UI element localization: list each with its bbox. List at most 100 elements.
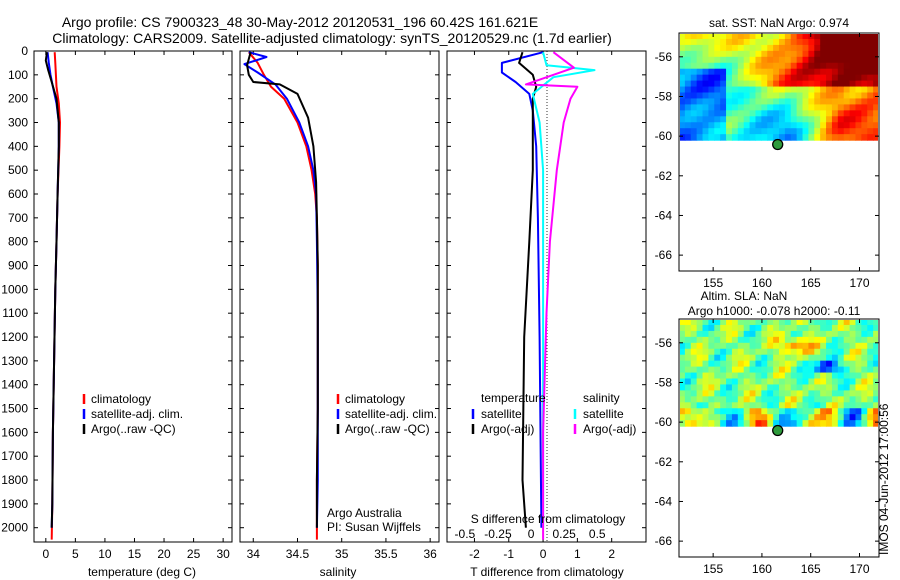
heatmap-cell [820,86,827,94]
heatmap-cell [731,122,739,129]
heatmap-cell [849,116,857,123]
heatmap-cell [855,366,862,374]
heatmap-cell [702,62,710,70]
heatmap-cell [873,86,878,94]
heatmap-cell [767,98,774,105]
heatmap-cell [808,354,815,362]
heatmap-cell [749,360,757,368]
heatmap-cell [773,80,780,88]
heatmap-cell [696,50,704,58]
heatmap-cell [743,44,751,52]
heatmap-cell [784,44,792,52]
heatmap-cell [784,360,792,368]
heatmap-cell [737,330,745,338]
heatmap-cell [767,74,774,82]
series-line-2-2 [531,51,596,528]
heatmap-cell [761,408,768,415]
heatmap-cell [726,38,733,46]
heatmap-cell [873,342,878,350]
heatmap-cell [684,342,692,350]
heatmap-cell [708,402,715,409]
heatmap-cell [714,98,721,105]
heatmap-cell [843,56,851,64]
heatmap-cell [820,366,827,374]
heatmap-cell [773,402,780,409]
heatmap-cell [837,86,845,94]
heatmap-cell [861,104,868,111]
heatmap-cell [867,390,874,397]
heatmap-cell [726,354,733,362]
heatmap-cell [873,384,878,391]
heatmap-cell [749,342,757,350]
legend-group-title: temperature [481,391,546,405]
heatmap-cell [808,104,815,111]
heatmap-cell [779,372,786,380]
heatmap-cell [779,56,786,64]
heatmap-cell [814,408,821,415]
heatmap-cell [731,324,739,332]
heatmap-cell [726,396,733,403]
heatmap-cell [702,44,710,52]
heatmap-cell [731,104,739,111]
heatmap-cell [849,384,857,391]
heatmap-cell [826,324,833,332]
heatmap-cell [767,414,774,421]
heatmap-cell [855,56,862,64]
heatmap-cell [767,80,774,88]
heatmap-cell [761,372,768,380]
heatmap-cell [743,384,751,391]
heatmap-cell [761,330,768,338]
heatmap-cell [814,320,821,326]
heatmap-cell [680,420,686,427]
heatmap-cell [743,348,751,356]
sla-float-marker [772,424,784,437]
heatmap-cell [784,366,792,374]
map-x-tick-label: 160 [752,276,772,290]
heatmap-cell [737,86,745,94]
heatmap-cell [814,348,821,356]
heatmap-cell [796,50,804,58]
heatmap-cell [837,80,845,88]
heatmap-cell [861,92,868,100]
heatmap-cell [684,134,692,141]
x-tick-label: -1 [503,547,514,561]
heatmap-cell [690,92,698,100]
heatmap-cell [737,372,745,380]
heatmap-cell [796,378,804,386]
heatmap-cell [779,342,786,350]
heatmap-cell [680,56,686,64]
temperature-x-ticks: 0 5 10 15 20 25 30 [42,51,230,561]
series-line-1-1 [243,51,319,528]
x-tick-label: 35.5 [374,547,398,561]
heatmap-cell [696,134,704,141]
heatmap-cell [843,384,851,391]
heatmap-cell [690,336,698,344]
heatmap-cell [831,336,839,344]
heatmap-cell [790,390,798,397]
heatmap-cell [802,384,810,391]
figure-title-line2: Climatology: CARS2009. Satellite-adjuste… [52,30,612,46]
heatmap-cell [837,68,845,76]
heatmap-cell [684,348,692,356]
legend-entry: Argo(-adj) [481,422,534,436]
heatmap-cell [708,80,715,88]
map-y-tick-label: -64 [655,208,673,222]
heatmap-cell [726,62,733,70]
heatmap-cell [696,44,704,52]
heatmap-cell [737,44,745,52]
heatmap-cell [867,414,874,421]
heatmap-cell [773,354,780,362]
heatmap-cell [843,396,851,403]
heatmap-cell [708,56,715,64]
heatmap-cell [873,44,878,52]
heatmap-cell [831,116,839,123]
depth-tick-label: 2000 [1,521,28,535]
heatmap-cell [680,408,686,415]
heatmap-cell [749,408,757,415]
heatmap-cell [767,420,774,427]
heatmap-cell [808,336,815,344]
heatmap-cell [767,128,774,135]
heatmap-cell [873,408,878,415]
heatmap-cell [773,38,780,46]
